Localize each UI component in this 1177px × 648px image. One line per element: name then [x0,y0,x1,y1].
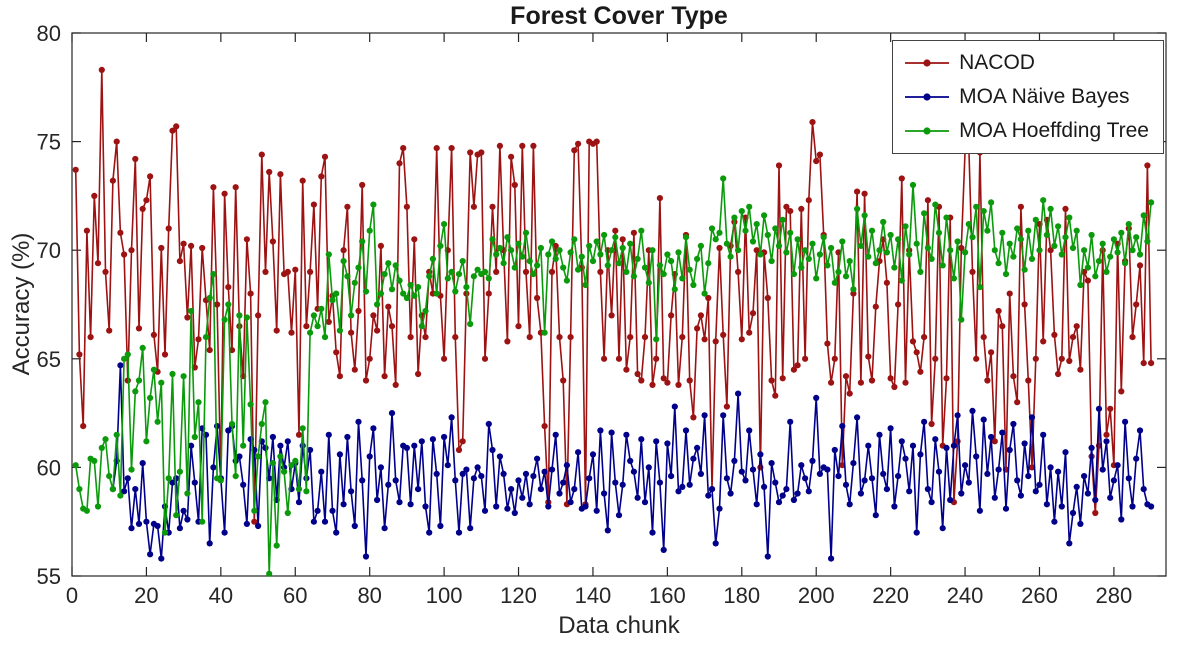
svg-text:75: 75 [37,130,61,155]
legend-line-sample [905,93,950,101]
legend-label: MOA Näive Bayes [959,85,1130,108]
x-axis-label: Data chunk [558,612,680,639]
svg-text:240: 240 [947,583,984,608]
svg-text:260: 260 [1021,583,1058,608]
legend-item-moa-naive-bayes: MOA Näive Bayes [903,82,1149,112]
svg-text:60: 60 [37,455,61,480]
svg-text:60: 60 [283,583,307,608]
svg-text:200: 200 [798,583,835,608]
svg-text:0: 0 [66,583,78,608]
svg-text:55: 55 [37,564,61,589]
svg-text:100: 100 [426,583,463,608]
chart-title: Forest Cover Type [510,2,728,30]
legend-item-nacod: NACOD [903,48,1149,78]
svg-text:280: 280 [1096,583,1133,608]
svg-text:70: 70 [37,238,61,263]
svg-text:80: 80 [37,21,61,46]
legend-line-sample [905,127,950,135]
y-axis-label: Accuracy (%) [8,232,35,376]
svg-text:40: 40 [209,583,233,608]
svg-text:220: 220 [872,583,909,608]
svg-text:160: 160 [649,583,686,608]
svg-text:140: 140 [575,583,612,608]
svg-text:20: 20 [134,583,158,608]
svg-text:65: 65 [37,347,61,372]
legend-label: NACOD [959,51,1035,74]
legend-item-moa-hoeffding-tree: MOA Hoeffding Tree [903,116,1149,146]
svg-text:180: 180 [723,583,760,608]
legend-line-sample [905,59,950,67]
legend-label: MOA Hoeffding Tree [959,119,1149,142]
svg-text:80: 80 [357,583,381,608]
legend: NACOD MOA Näive Bayes MOA Hoeffding Tree [892,40,1164,154]
svg-text:120: 120 [500,583,537,608]
